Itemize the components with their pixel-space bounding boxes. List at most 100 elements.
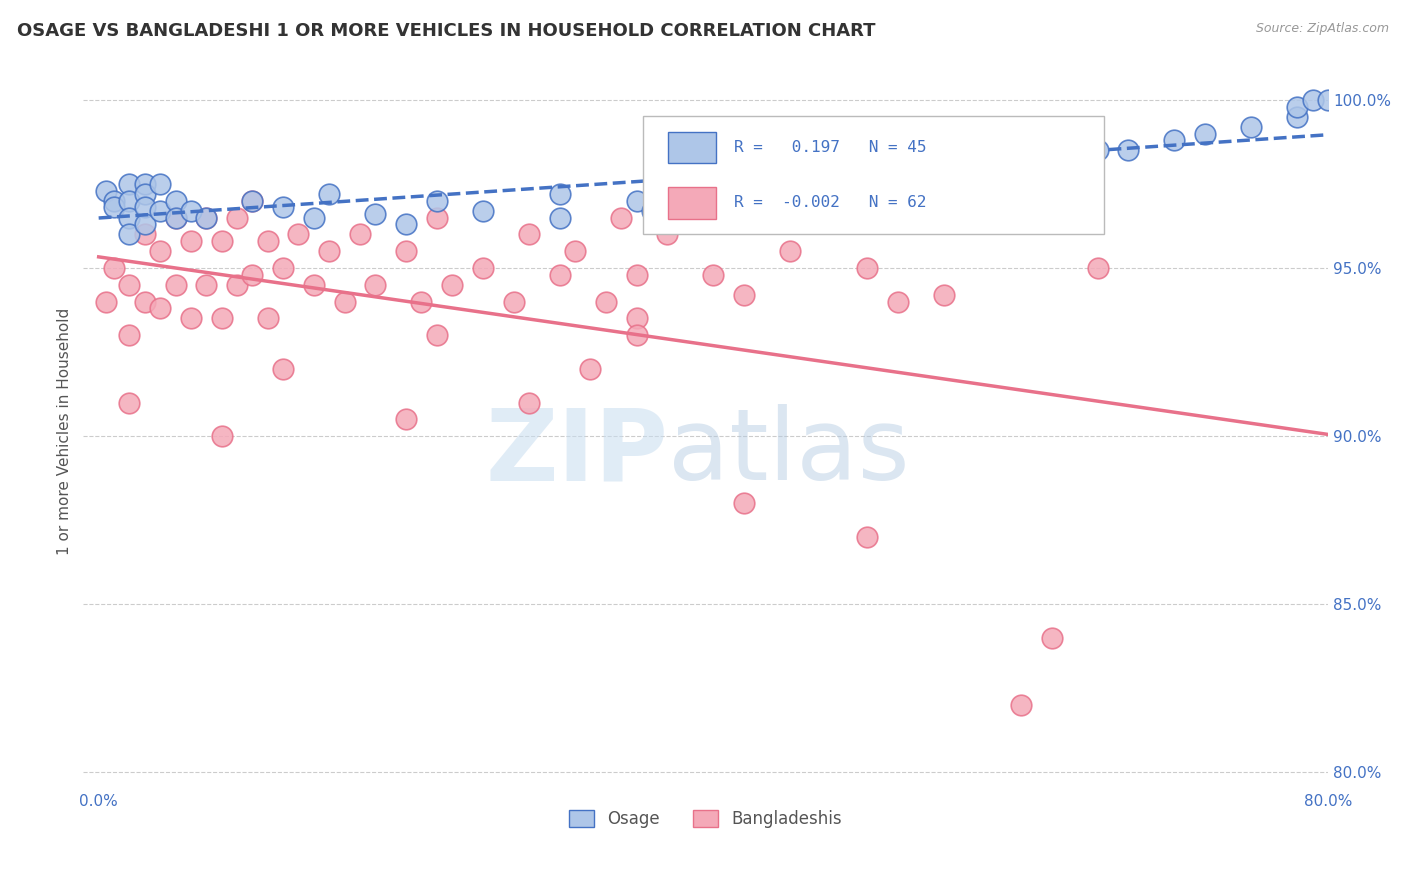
Point — [149, 244, 172, 259]
Point — [1010, 160, 1032, 174]
Point — [763, 201, 786, 215]
Text: Source: ZipAtlas.com: Source: ZipAtlas.com — [1256, 22, 1389, 36]
Point — [103, 194, 125, 208]
Point — [1194, 127, 1216, 141]
Point — [211, 311, 233, 326]
Point — [118, 227, 141, 242]
Point — [1286, 110, 1309, 124]
Point — [779, 244, 801, 259]
Point — [395, 244, 418, 259]
Point — [271, 201, 294, 215]
Point — [548, 211, 571, 225]
Point — [271, 362, 294, 376]
Point — [118, 194, 141, 208]
Point — [271, 260, 294, 275]
Point — [165, 211, 187, 225]
Point — [517, 227, 540, 242]
Point — [548, 268, 571, 282]
Point — [702, 187, 724, 202]
Text: ZIP: ZIP — [485, 404, 668, 501]
Point — [426, 328, 449, 343]
Point — [1163, 133, 1185, 147]
Point — [733, 288, 755, 302]
Point — [195, 277, 218, 292]
Point — [134, 294, 156, 309]
Point — [856, 187, 879, 202]
Point — [134, 217, 156, 231]
Point — [180, 203, 202, 218]
Point — [349, 227, 371, 242]
Point — [564, 244, 586, 259]
Point — [96, 294, 118, 309]
Point — [333, 294, 356, 309]
Point — [595, 294, 617, 309]
Point — [240, 194, 263, 208]
Text: R =  -0.002   N = 62: R = -0.002 N = 62 — [734, 195, 927, 211]
Point — [517, 395, 540, 409]
Point — [364, 277, 387, 292]
Point — [579, 362, 602, 376]
Point — [917, 177, 939, 191]
Point — [149, 301, 172, 316]
Point — [1286, 100, 1309, 114]
Point — [733, 496, 755, 510]
Text: OSAGE VS BANGLADESHI 1 OR MORE VEHICLES IN HOUSEHOLD CORRELATION CHART: OSAGE VS BANGLADESHI 1 OR MORE VEHICLES … — [17, 22, 876, 40]
Point — [318, 244, 340, 259]
Point — [441, 277, 464, 292]
Point — [1240, 120, 1263, 134]
Point — [165, 211, 187, 225]
Point — [165, 277, 187, 292]
Point — [1010, 698, 1032, 713]
Point — [240, 268, 263, 282]
Point — [364, 207, 387, 221]
Point — [548, 187, 571, 202]
Point — [395, 217, 418, 231]
Point — [318, 187, 340, 202]
Point — [302, 277, 325, 292]
Point — [180, 311, 202, 326]
Point — [226, 211, 249, 225]
Point — [426, 194, 449, 208]
Point — [103, 201, 125, 215]
Point — [1317, 93, 1340, 107]
FancyBboxPatch shape — [644, 116, 1104, 234]
Point — [1302, 93, 1324, 107]
Point — [118, 177, 141, 191]
Point — [932, 288, 955, 302]
Point — [118, 277, 141, 292]
Point — [626, 268, 648, 282]
Point — [610, 211, 633, 225]
Point — [411, 294, 433, 309]
Point — [118, 328, 141, 343]
Point — [302, 211, 325, 225]
Point — [887, 294, 910, 309]
Point — [118, 395, 141, 409]
FancyBboxPatch shape — [668, 187, 716, 219]
Point — [856, 260, 879, 275]
Point — [195, 211, 218, 225]
Point — [626, 311, 648, 326]
FancyBboxPatch shape — [668, 131, 716, 163]
Point — [134, 187, 156, 202]
Point — [256, 234, 278, 248]
Point — [626, 328, 648, 343]
Point — [240, 194, 263, 208]
Point — [1040, 631, 1063, 645]
Point — [287, 227, 309, 242]
Y-axis label: 1 or more Vehicles in Household: 1 or more Vehicles in Household — [58, 308, 72, 555]
Point — [948, 167, 970, 181]
Point — [195, 211, 218, 225]
Point — [502, 294, 524, 309]
Point — [134, 201, 156, 215]
Point — [211, 429, 233, 443]
Point — [641, 203, 664, 218]
Point — [1087, 260, 1109, 275]
Text: R =   0.197   N = 45: R = 0.197 N = 45 — [734, 140, 927, 155]
Point — [733, 194, 755, 208]
Point — [165, 194, 187, 208]
Point — [426, 211, 449, 225]
Point — [180, 234, 202, 248]
Point — [118, 211, 141, 225]
Point — [1118, 144, 1140, 158]
Point — [1087, 144, 1109, 158]
